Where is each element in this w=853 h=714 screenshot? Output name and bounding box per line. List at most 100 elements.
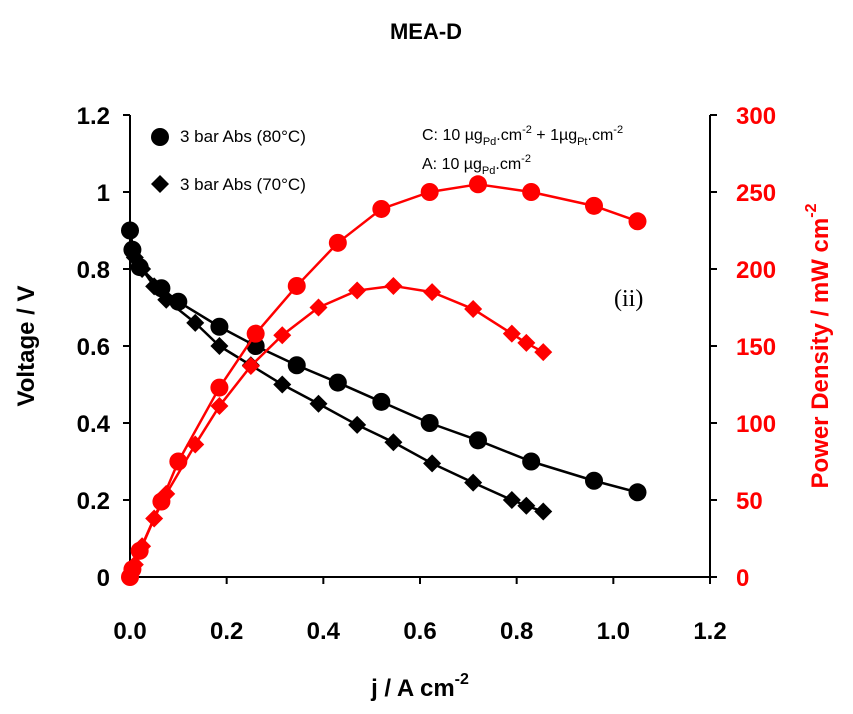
data-point-diamond — [125, 555, 144, 574]
series-2 — [121, 175, 647, 586]
x-tick-label: 0.4 — [307, 618, 341, 645]
cathode-sub2: Pt — [577, 136, 587, 148]
chart-title: MEA-D — [390, 19, 462, 44]
data-point-diamond — [423, 454, 442, 473]
x-tick-label: 0.0 — [113, 618, 146, 645]
data-point-circle — [420, 414, 439, 432]
anode-prefix: A: 10 µg — [422, 156, 482, 173]
data-point-circle — [210, 317, 229, 336]
cathode-sup1: -2 — [522, 124, 532, 136]
series-layer — [121, 175, 647, 586]
data-point-circle — [585, 196, 603, 215]
y-axis-right-label: Power Density / mW cm-2 — [803, 203, 834, 488]
data-point-circle — [522, 183, 541, 201]
data-point-circle — [287, 276, 306, 295]
legend-marker-circle — [151, 128, 169, 146]
y-right-tick-label: 150 — [736, 334, 776, 361]
data-point-diamond — [273, 375, 292, 394]
anode-mid: .cm — [495, 156, 521, 173]
data-point-diamond — [210, 397, 229, 416]
data-point-diamond — [348, 415, 367, 434]
data-point-diamond — [133, 260, 152, 278]
data-point-diamond — [534, 343, 553, 362]
data-point-diamond — [186, 313, 205, 332]
data-point-diamond — [384, 433, 403, 452]
tick-group: 0.0 0.2 0.4 0.6 0.8 1.0 1.2 0 0.2 0.4 0.6 0.8 1 1.2 0 5… — [77, 103, 776, 645]
data-point-circle — [469, 431, 487, 450]
series-line — [128, 284, 544, 578]
x-tick-label: 0.6 — [403, 618, 436, 645]
y-axis-right-label-main: Power Density / mW cm — [807, 218, 834, 489]
cathode-sub1: Pd — [483, 136, 496, 148]
data-point-diamond — [157, 484, 176, 503]
legend-label-80c: 3 bar Abs (80°C) — [180, 127, 306, 146]
x-tick-label: 0.8 — [500, 618, 533, 645]
cathode-prefix: C: 10 µg — [422, 127, 483, 144]
x-axis-label-main: j / A cm — [370, 675, 455, 702]
data-point-circle — [522, 452, 541, 471]
data-point-diamond — [186, 435, 205, 454]
legend: 3 bar Abs (80°C) 3 bar Abs (70°C) — [151, 127, 306, 194]
legend-label-70c: 3 bar Abs (70°C) — [180, 175, 306, 194]
data-point-diamond — [241, 357, 260, 376]
y-left-tick-label: 1 — [97, 180, 110, 207]
data-point-diamond — [145, 509, 164, 528]
y-left-tick-label: 0.4 — [77, 411, 111, 438]
x-tick-label: 0.2 — [210, 618, 243, 645]
series-line — [128, 230, 544, 513]
data-point-diamond — [273, 326, 292, 345]
data-point-circle — [328, 233, 347, 252]
x-axis-label-sup: -2 — [455, 671, 469, 688]
data-point-diamond — [125, 248, 144, 267]
y-left-tick-label: 1.2 — [77, 103, 110, 130]
data-point-diamond — [309, 298, 328, 317]
x-tick-label: 1.2 — [693, 618, 726, 645]
series-line — [128, 183, 638, 578]
data-point-diamond — [157, 290, 176, 309]
data-point-diamond — [384, 276, 403, 295]
data-point-diamond — [502, 491, 521, 509]
anode-loading-note: A: 10 µgPd.cm-2 — [422, 153, 531, 177]
data-point-diamond — [517, 333, 536, 352]
data-point-circle — [210, 378, 229, 397]
series-0 — [121, 221, 647, 502]
y-axis-right-label-sup: -2 — [803, 203, 820, 217]
data-point-circle — [469, 175, 487, 194]
cathode-mid1: .cm — [496, 127, 522, 144]
series-3 — [121, 276, 553, 586]
y-right-tick-label: 0 — [736, 565, 749, 592]
y-axis-left-label: Voltage / V — [13, 286, 40, 407]
y-left-tick-label: 0.2 — [77, 488, 110, 515]
data-point-circle — [585, 471, 603, 490]
legend-marker-diamond — [151, 175, 169, 193]
data-point-circle — [628, 483, 647, 502]
cathode-loading-note: C: 10 µgPd.cm-2 + 1µgPt.cm-2 — [422, 124, 623, 148]
data-point-diamond — [534, 502, 553, 521]
data-point-diamond — [464, 300, 483, 319]
data-point-circle — [628, 212, 647, 231]
anode-sub: Pd — [482, 165, 495, 177]
data-point-circle — [420, 183, 439, 201]
data-point-diamond — [517, 496, 536, 515]
y-left-tick-label: 0.8 — [77, 257, 110, 284]
x-tick-label: 1.0 — [597, 618, 630, 645]
y-left-tick-label: 0 — [97, 565, 110, 592]
data-point-circle — [246, 324, 265, 343]
y-right-tick-label: 50 — [736, 488, 763, 515]
y-right-tick-label: 250 — [736, 180, 776, 207]
data-point-diamond — [502, 324, 521, 343]
x-axis-label: j / A cm-2 — [370, 671, 469, 702]
data-point-circle — [372, 392, 391, 411]
cathode-mid3: .cm — [588, 127, 614, 144]
y-right-tick-label: 100 — [736, 411, 776, 438]
panel-label: (ii) — [614, 286, 643, 312]
data-point-circle — [287, 356, 306, 375]
data-point-diamond — [210, 337, 229, 355]
data-point-diamond — [133, 537, 152, 556]
y-right-tick-label: 200 — [736, 257, 776, 284]
cathode-mid2: + 1µg — [532, 127, 577, 144]
data-point-diamond — [145, 277, 164, 296]
anode-sup: -2 — [521, 153, 531, 165]
data-point-diamond — [464, 473, 483, 492]
